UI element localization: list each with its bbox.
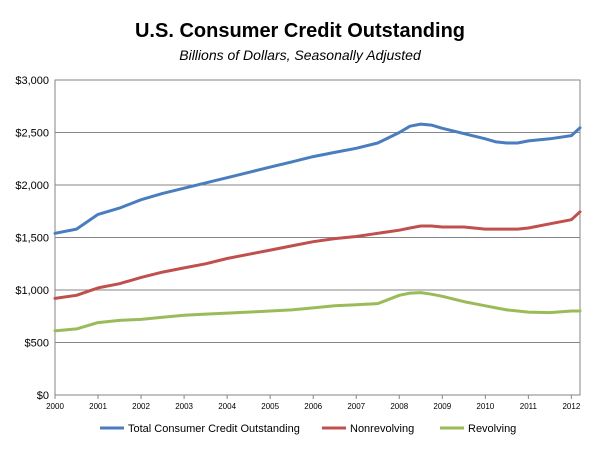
x-tick-label: 2000 xyxy=(46,402,64,411)
series-line-nonrevolving xyxy=(53,210,582,300)
x-tick-label: 2011 xyxy=(520,402,538,411)
y-tick-label: $1,500 xyxy=(15,233,49,245)
y-tick-label: $0 xyxy=(37,390,49,402)
y-tick-label: $1,000 xyxy=(15,285,49,297)
chart-title: U.S. Consumer Credit Outstanding xyxy=(134,20,466,42)
x-tick-label: 2005 xyxy=(261,402,279,411)
y-tick-label: $2,000 xyxy=(15,180,49,192)
plot-frame xyxy=(54,79,581,396)
y-tick-label: $500 xyxy=(25,338,49,350)
x-tick-label: 2001 xyxy=(89,402,107,411)
series-line-total-consumer-credit-outstanding xyxy=(53,122,582,235)
legend: Total Consumer Credit Outstanding Nonrevo… xyxy=(100,423,516,435)
x-axis-tick-labels: 2000 2001 2002 2003 2004 2005 2006 2007 2008 2009… xyxy=(46,395,581,411)
x-tick-label: 2009 xyxy=(433,402,451,411)
x-tick-label: 2004 xyxy=(218,402,236,411)
y-tick-label: $2,500 xyxy=(15,128,49,140)
x-tick-label: 2012 xyxy=(562,402,580,411)
gridlines xyxy=(55,79,580,396)
y-axis-tick-labels: $0 $500 $1,000 $1,500 $2,000 $2,500 $3,000 xyxy=(15,75,49,402)
x-tick-label: 2010 xyxy=(476,402,494,411)
x-tick-label: 2007 xyxy=(347,402,365,411)
series-line-revolving xyxy=(53,291,582,333)
legend-label: Revolving xyxy=(468,423,516,435)
y-tick-label: $3,000 xyxy=(15,75,49,87)
series-lines xyxy=(53,122,582,333)
x-tick-label: 2006 xyxy=(304,402,322,411)
x-tick-label: 2002 xyxy=(132,402,150,411)
legend-label: Nonrevolving xyxy=(350,423,414,435)
x-tick-label: 2008 xyxy=(390,402,408,411)
legend-label: Total Consumer Credit Outstanding xyxy=(128,423,300,435)
x-tick-label: 2003 xyxy=(175,402,193,411)
chart-subtitle: Billions of Dollars, Seasonally Adjusted xyxy=(179,47,421,63)
